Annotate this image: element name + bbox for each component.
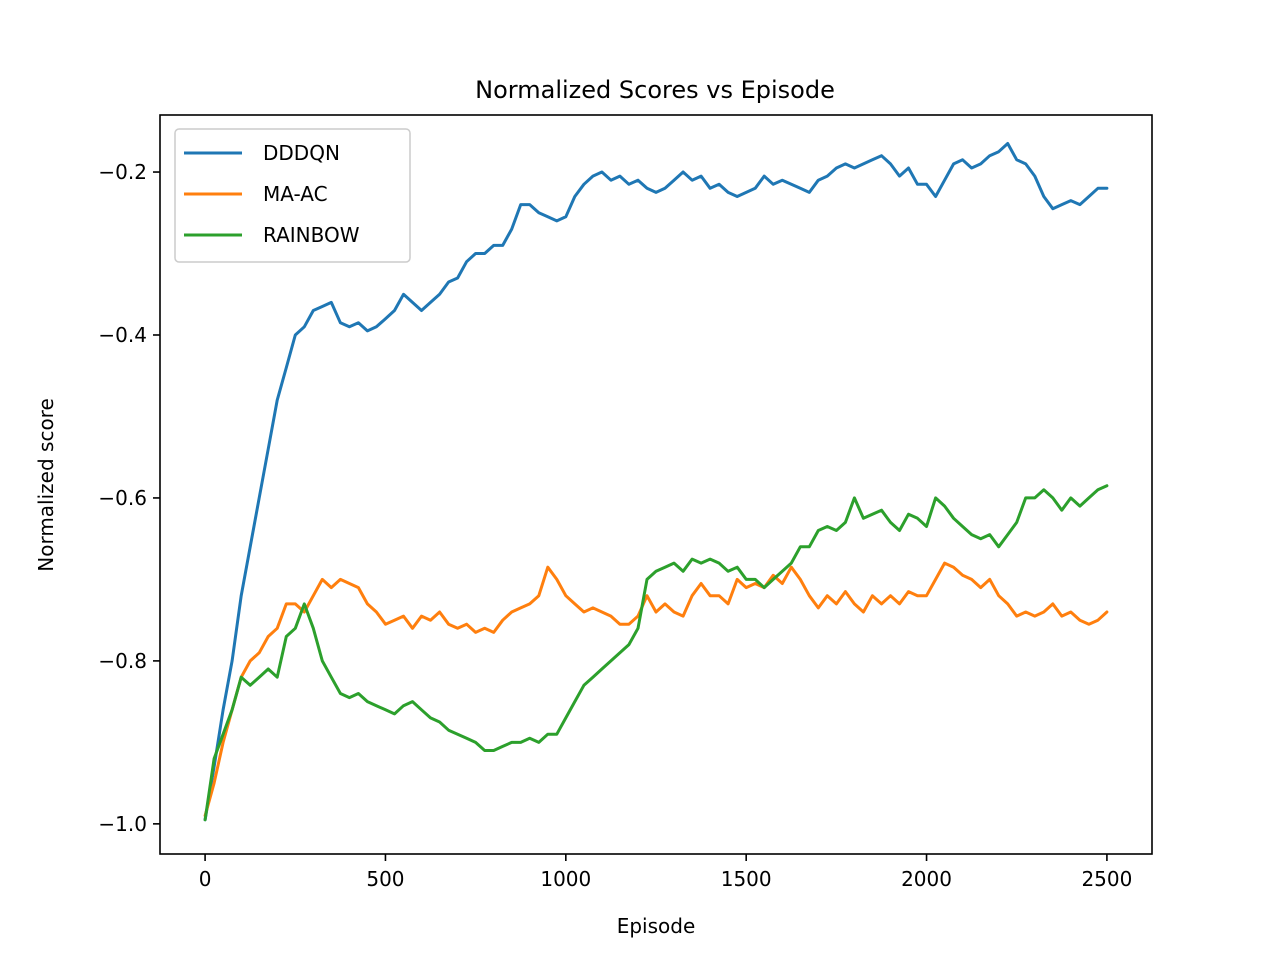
plot-lines [203, 142, 1109, 822]
x-tick-label: 0 [199, 867, 212, 891]
legend: DDDQN MA-AC RAINBOW [174, 128, 411, 263]
y-axis-title: Normalized score [34, 398, 58, 572]
legend-label-dddqn: DDDQN [263, 141, 340, 165]
y-tick-label: −0.4 [98, 323, 147, 347]
x-axis-title: Episode [617, 914, 696, 938]
plot-frame [159, 114, 1153, 855]
x-tick-label: 1000 [540, 867, 591, 891]
series-line-dddqn [203, 142, 1109, 822]
series-line-rainbow [203, 484, 1109, 822]
y-tick-label: −0.2 [98, 160, 147, 184]
y-tick-label: −0.8 [98, 649, 147, 673]
series-line-ma-ac [203, 561, 1109, 818]
x-axis: 0 500 1000 1500 2000 2500 [199, 854, 1132, 891]
y-tick-label: −0.6 [98, 486, 147, 510]
legend-label-ma-ac: MA-AC [263, 182, 328, 206]
x-tick-label: 2000 [901, 867, 952, 891]
x-tick-label: 500 [366, 867, 404, 891]
x-tick-label: 1500 [721, 867, 772, 891]
x-tick-label: 2500 [1081, 867, 1132, 891]
y-axis: −1.0 −0.8 −0.6 −0.4 −0.2 [98, 160, 160, 836]
chart-title: Normalized Scores vs Episode [475, 76, 835, 104]
y-tick-label: −1.0 [98, 812, 147, 836]
legend-box [174, 128, 411, 263]
legend-label-rainbow: RAINBOW [263, 223, 360, 247]
